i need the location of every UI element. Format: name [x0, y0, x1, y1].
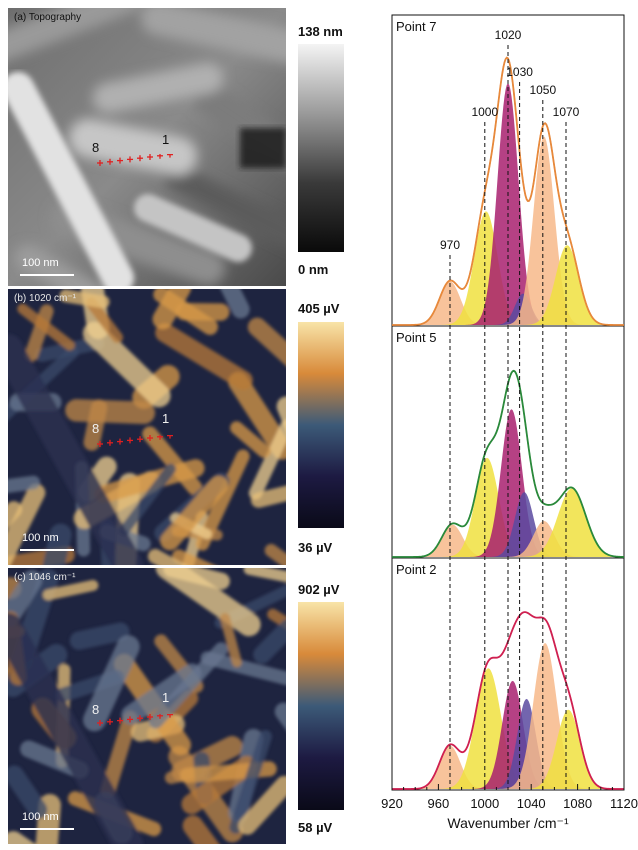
- x-axis-label: Wavenumber /cm⁻¹: [447, 815, 569, 831]
- point-8-label: 8: [92, 421, 100, 436]
- ir-1046-colorbar: [298, 602, 344, 810]
- point-marker: [167, 435, 173, 439]
- point-marker: [137, 715, 143, 722]
- scale-bar: [20, 828, 74, 830]
- point-marker: [147, 154, 153, 160]
- x-tick-label: 1040: [517, 796, 546, 811]
- point-1-label: 1: [162, 690, 170, 705]
- point-marker: [127, 156, 133, 163]
- ir-1020-colorbar: [298, 322, 344, 528]
- panel-title: Point 7: [396, 19, 436, 34]
- point-marker: [157, 714, 163, 719]
- point-marker: [137, 436, 143, 443]
- ir-1046-colorbar-min: 58 µV: [298, 820, 333, 835]
- topography-colorbar: [298, 44, 344, 252]
- point-marker: [97, 441, 103, 447]
- point-marker: [117, 438, 123, 445]
- point-marker: [127, 716, 133, 723]
- fit-component: [392, 488, 624, 557]
- topography-image: [8, 8, 286, 286]
- topography-map: (a) Topography 8 1 100 nm: [8, 8, 286, 286]
- point-marker: [147, 435, 153, 441]
- topography-colorbar-min: 0 nm: [298, 262, 329, 277]
- ir-image-1020: [8, 289, 286, 565]
- point-marker: [167, 714, 173, 718]
- ir-1046-panel-label: (c) 1046 cm⁻¹: [14, 572, 76, 583]
- ir-map-1046: (c) 1046 cm⁻¹ 8 1 100 nm: [8, 568, 286, 844]
- scale-bar-label: 100 nm: [22, 257, 59, 269]
- reference-label: 1070: [553, 105, 580, 119]
- point-marker: [107, 439, 113, 446]
- point-marker: [117, 157, 123, 164]
- reference-label: 1030: [506, 65, 533, 79]
- measurement-points: [97, 435, 173, 447]
- ir-image-1046: [8, 568, 286, 844]
- reference-label: 1000: [471, 105, 498, 119]
- topography-colorbar-max: 138 nm: [298, 24, 343, 39]
- point-marker: [167, 154, 173, 158]
- panel-title: Point 2: [396, 562, 436, 577]
- fit-component: [392, 409, 624, 557]
- reference-label: 1020: [495, 28, 522, 42]
- measurement-points: [97, 154, 173, 166]
- point-8-label: 8: [92, 140, 100, 155]
- fit-component: [392, 83, 624, 325]
- spectra-chart: Point 7 Point 5 Point 2 970 1000 1020 1030 1050…: [381, 14, 638, 831]
- fit-component: [392, 745, 624, 789]
- fit-envelope: [392, 56, 624, 326]
- point-marker: [107, 718, 113, 725]
- point-marker: [137, 155, 143, 162]
- point-marker: [157, 154, 163, 159]
- scale-bar-label: 100 nm: [22, 811, 59, 823]
- point-marker: [117, 717, 123, 724]
- point-marker: [127, 437, 133, 444]
- x-tick-label: 920: [381, 796, 403, 811]
- point-marker: [107, 158, 113, 165]
- topography-panel-label: (a) Topography: [14, 12, 82, 23]
- panel-title: Point 5: [396, 330, 436, 345]
- x-tick-label: 960: [428, 796, 450, 811]
- x-tick-label: 1000: [470, 796, 499, 811]
- point-1-label: 1: [162, 411, 170, 426]
- fit-component: [392, 524, 624, 557]
- point-marker: [147, 714, 153, 720]
- point-marker: [97, 720, 103, 726]
- point-8-label: 8: [92, 702, 100, 717]
- ir-1020-colorbar-max: 405 µV: [298, 301, 340, 316]
- scale-bar: [20, 274, 74, 276]
- ir-1020-colorbar-min: 36 µV: [298, 540, 333, 555]
- ir-1020-panel-label: (b) 1020 cm⁻¹: [14, 293, 76, 304]
- scale-bar: [20, 549, 74, 551]
- x-tick-label: 1080: [563, 796, 592, 811]
- point-marker: [157, 435, 163, 440]
- point-1-label: 1: [162, 132, 170, 147]
- measurement-points: [97, 714, 173, 726]
- point-marker: [97, 160, 103, 166]
- reference-label: 970: [440, 238, 460, 252]
- scale-bar-label: 100 nm: [22, 532, 59, 544]
- x-tick-label: 1120: [610, 796, 638, 811]
- reference-label: 1050: [529, 83, 556, 97]
- ir-1046-colorbar-max: 902 µV: [298, 582, 340, 597]
- ir-map-1020: (b) 1020 cm⁻¹ 8 1 100 nm: [8, 289, 286, 565]
